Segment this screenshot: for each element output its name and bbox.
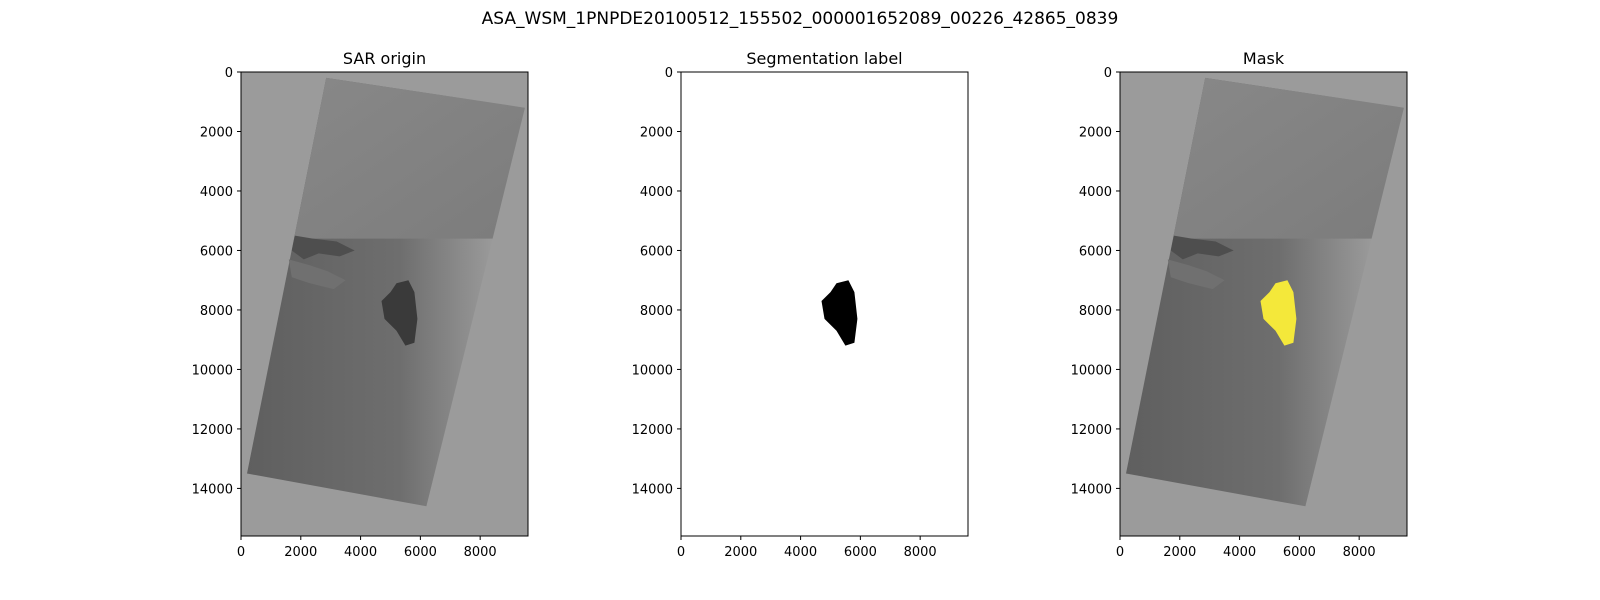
x-tick-label: 6000: [404, 545, 437, 560]
subplot-1: SAR origin 0 2000 4000 6000 8000 0 2000 4000 6000…: [192, 49, 529, 560]
x-tick-label: 8000: [1343, 545, 1376, 560]
coastal-marsh-feature: [1167, 259, 1225, 290]
y-tick-label: 8000: [1079, 304, 1112, 319]
x-tick-label: 2000: [284, 545, 317, 560]
y-tick-label: 8000: [640, 304, 673, 319]
y-tick-label: 6000: [640, 244, 673, 259]
y-tick-label: 4000: [200, 185, 233, 200]
y-tick-label: 0: [1104, 66, 1112, 81]
oil-slick: [381, 280, 418, 346]
x-tick-label: 0: [1116, 545, 1124, 560]
y-tick-label: 0: [665, 66, 673, 81]
y-tick-label: 10000: [1071, 363, 1112, 378]
land-region: [1173, 77, 1404, 239]
subplot-2: Segmentation label 0 2000 4000 6000 8000 0 2000…: [632, 49, 969, 560]
x-tick-label: 2000: [1163, 545, 1196, 560]
y-tick-label: 12000: [1071, 423, 1112, 438]
x-tick-label: 2000: [724, 545, 757, 560]
y-tick-label: 6000: [1079, 244, 1112, 259]
coastal-marsh-feature: [288, 259, 346, 290]
axes-frame: [680, 71, 969, 537]
subplot-title: SAR origin: [343, 49, 426, 68]
x-tick-label: 4000: [784, 545, 817, 560]
axes-frame: [240, 71, 529, 537]
y-tick-label: 12000: [192, 423, 233, 438]
y-tick-label: 14000: [632, 482, 673, 497]
y-tick-label: 2000: [1079, 125, 1112, 140]
x-tick-label: 6000: [844, 545, 877, 560]
y-tick-label: 14000: [1071, 482, 1112, 497]
label-slick: [821, 280, 858, 346]
x-tick-label: 6000: [1283, 545, 1316, 560]
subplot-title: Segmentation label: [746, 49, 902, 68]
y-tick-label: 8000: [200, 304, 233, 319]
x-tick-label: 4000: [1223, 545, 1256, 560]
x-tick-label: 0: [677, 545, 685, 560]
x-tick-label: 4000: [344, 545, 377, 560]
y-tick-label: 10000: [192, 363, 233, 378]
y-tick-label: 4000: [640, 185, 673, 200]
axes-frame: [1119, 71, 1408, 537]
y-tick-label: 2000: [200, 125, 233, 140]
coastal-dark-feature: [291, 235, 355, 260]
coastal-dark-feature: [1170, 235, 1234, 260]
land-region: [294, 77, 525, 239]
y-tick-label: 0: [225, 66, 233, 81]
y-tick-label: 14000: [192, 482, 233, 497]
subplot-3: Mask 0 2000 4000 6000 8000 0 2000 4000 6000 8000 10…: [1071, 49, 1408, 560]
x-tick-label: 0: [237, 545, 245, 560]
y-tick-label: 12000: [632, 423, 673, 438]
subplot-title: Mask: [1243, 49, 1285, 68]
figure-title: ASA_WSM_1PNPDE20100512_155502_0000016520…: [481, 9, 1119, 29]
y-tick-label: 2000: [640, 125, 673, 140]
x-tick-label: 8000: [464, 545, 497, 560]
x-tick-label: 8000: [904, 545, 937, 560]
y-tick-label: 10000: [632, 363, 673, 378]
mask-overlay: [1260, 280, 1297, 346]
y-tick-label: 4000: [1079, 185, 1112, 200]
y-tick-label: 6000: [200, 244, 233, 259]
